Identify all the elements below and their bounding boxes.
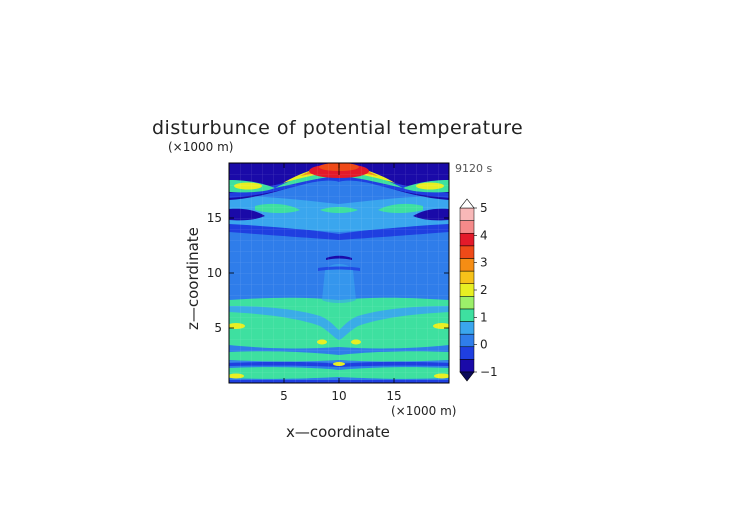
colorbar-segment: [459, 245, 475, 259]
grid-overlay: [229, 163, 449, 383]
colorbar-segment: [459, 296, 475, 310]
y-unit-label: (×1000 m): [168, 140, 233, 154]
colorbar-segment: [459, 283, 475, 297]
y-tick-label: 10: [207, 266, 222, 280]
y-axis-ticks: 5 10 15: [207, 211, 449, 335]
colorbar-label: 0: [480, 338, 488, 352]
contour-field: [229, 163, 449, 383]
chart-title: disturbunce of potential temperature: [152, 117, 523, 139]
colorbar-segment: [459, 270, 475, 284]
x-tick-label: 10: [331, 389, 346, 403]
colorbar-max-arrow: [459, 198, 475, 209]
colorbar-label: 5: [480, 201, 488, 215]
colorbar-segment: [459, 333, 475, 348]
colorbar-segment: [459, 346, 475, 360]
colorbar-segment: [459, 258, 475, 272]
x-unit-label: (×1000 m): [391, 404, 456, 418]
colorbar-segment: [459, 308, 475, 322]
y-tick-label: 5: [214, 321, 222, 335]
colorbar-label: 4: [480, 228, 488, 242]
colorbar-segment: [459, 359, 475, 373]
y-axis-label: z—coordinate: [184, 227, 202, 330]
x-axis-label: x—coordinate: [286, 423, 390, 441]
colorbar-label: 2: [480, 283, 488, 297]
colorbar-label: 3: [480, 256, 488, 270]
colorbar-label: −1: [480, 365, 498, 379]
colorbar-min-arrow: [459, 371, 475, 382]
y-tick-label: 15: [207, 211, 222, 225]
colorbar-segment: [459, 207, 475, 221]
colorbar-segment: [459, 321, 475, 335]
colorbar-segment: [459, 220, 475, 234]
time-label: 9120 s: [455, 162, 492, 175]
x-axis-ticks: 5 10 15: [280, 163, 402, 403]
colorbar-label: 1: [480, 310, 488, 324]
x-tick-label: 5: [280, 389, 288, 403]
colorbar-segment: [459, 232, 475, 247]
colorbar: −1 0 1 2 3 4 5: [459, 198, 498, 382]
x-tick-label: 15: [386, 389, 401, 403]
